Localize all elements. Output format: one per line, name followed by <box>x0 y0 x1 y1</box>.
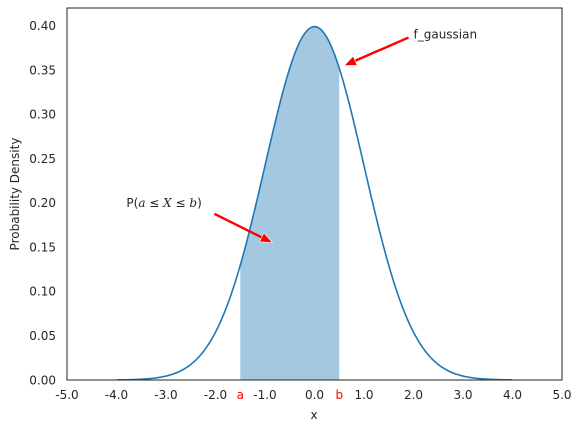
x-tick-label: 4.0 <box>503 388 522 402</box>
x-tick-label: -3.0 <box>154 388 177 402</box>
x-tick-label: -1.0 <box>253 388 276 402</box>
probability-annotation-part: ≤ <box>172 196 190 210</box>
probability-annotation-arrow-shaft <box>213 212 263 239</box>
probability-annotation-part: P( <box>126 196 138 210</box>
y-tick-label: 0.40 <box>29 19 56 33</box>
curve-annotation-arrow-head <box>343 55 358 66</box>
probability-annotation-part: a <box>138 196 145 210</box>
y-tick-label: 0.15 <box>29 240 56 254</box>
y-axis-label: Probability Density <box>8 138 22 251</box>
probability-annotation-arrow <box>213 212 274 244</box>
x-tick-label: -5.0 <box>55 388 78 402</box>
probability-annotation-part: X <box>162 196 172 210</box>
curve-annotation-arrow-shaft <box>354 36 409 62</box>
shaded-probability-area <box>240 26 340 380</box>
plot-frame <box>66 7 563 381</box>
x-axis-label: x <box>310 408 317 422</box>
x-tick-label: -4.0 <box>105 388 128 402</box>
curve-annotation-label: f_gaussian <box>414 28 478 42</box>
interval-marker-b: b <box>335 388 343 402</box>
interval-marker-a: a <box>237 388 244 402</box>
probability-annotation-label: P(a ≤ X ≤ b) <box>126 196 201 210</box>
x-tick-label: 0.0 <box>305 388 324 402</box>
x-tick-label: 3.0 <box>453 388 472 402</box>
x-tick-label: 5.0 <box>552 388 571 402</box>
probability-annotation-arrow-head <box>258 232 274 244</box>
probability-annotation-part: ≤ <box>145 196 163 210</box>
x-tick-label: -2.0 <box>204 388 227 402</box>
y-tick-label: 0.20 <box>29 196 56 210</box>
curve-annotation-arrow <box>343 36 409 66</box>
y-tick-label: 0.35 <box>29 63 56 77</box>
probability-annotation-part: b <box>189 196 197 210</box>
y-tick-label: 0.30 <box>29 108 56 122</box>
y-tick-label: 0.10 <box>29 285 56 299</box>
probability-annotation-part: ) <box>197 196 202 210</box>
gaussian-curve-line <box>116 25 513 380</box>
y-tick-label: 0.00 <box>29 373 56 387</box>
y-tick-label: 0.25 <box>29 152 56 166</box>
x-tick-label: 2.0 <box>404 388 423 402</box>
x-tick-label: 1.0 <box>354 388 373 402</box>
y-tick-label: 0.05 <box>29 329 56 343</box>
